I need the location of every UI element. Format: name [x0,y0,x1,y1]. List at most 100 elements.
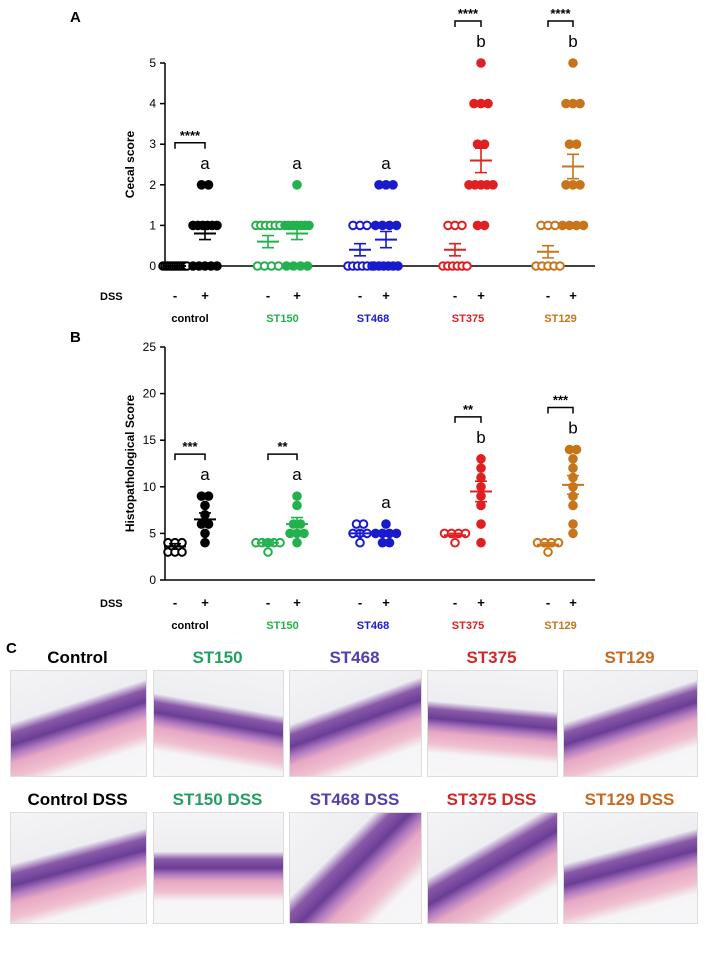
data-point [555,261,565,271]
panel-label: C [6,640,17,657]
panel-label: A [70,9,81,26]
dss-sign: + [382,595,390,610]
data-point [462,261,472,271]
sem-bar [449,532,461,538]
data-point [550,220,560,231]
group-name: ST129 [544,313,576,325]
data-point [381,519,391,529]
data-point [578,220,589,231]
data-point [543,547,553,557]
y-tick-label: 1 [149,218,156,232]
sem-bar [199,226,211,241]
data-point [479,220,490,231]
significance-label: ** [277,439,288,454]
group-letter: a [292,465,302,484]
sem-bar [380,529,392,537]
sem-bar [380,230,392,249]
significance-label: *** [182,439,198,454]
image-title: ST150 [192,648,243,667]
sem-bar [542,541,554,548]
dss-sign: - [173,288,177,303]
data-point [476,472,486,483]
significance-bracket [547,20,574,27]
group-name: ST150 [266,620,298,632]
data-point [483,98,493,109]
image-title: ST375 DSS [446,790,537,809]
histology-image [289,670,422,777]
data-point [575,180,585,190]
dss-sign: + [201,288,209,303]
significance-label: **** [458,6,479,21]
group-letter: a [292,154,302,173]
group-name: control [171,620,208,632]
group-letter: a [200,154,210,173]
group-name: control [171,313,208,325]
significance-label: **** [180,128,201,143]
dss-sign: - [173,595,177,610]
group-letter: b [476,428,485,447]
image-title: ST129 DSS [584,790,675,809]
group-name: ST150 [266,313,298,325]
dss-sign: + [382,288,390,303]
sem-bar [567,153,579,180]
data-point [476,537,486,548]
data-point [384,537,395,548]
significance-bracket [174,142,206,149]
group-name: ST468 [357,620,389,632]
y-tick-label: 3 [149,137,156,151]
data-point [177,537,187,548]
x-axis-label: DSS [100,598,123,610]
data-point [571,444,582,455]
y-tick-label: 0 [149,573,156,587]
significance-label: ** [463,402,474,417]
dss-sign: + [293,595,301,610]
image-title: ST150 DSS [172,790,263,809]
data-point [450,537,460,548]
group-letter: a [381,493,391,512]
data-point [476,500,486,511]
data-point [304,220,314,231]
data-point [292,500,302,511]
data-point [299,528,309,539]
group-letter: b [476,32,485,51]
data-point [568,500,578,511]
significance-bracket [174,453,206,461]
data-point [575,98,585,109]
y-axis-label: Histopathological Score [123,394,137,532]
histology-image [153,812,284,924]
data-point [568,454,578,464]
dss-sign: + [293,288,301,303]
data-point [358,519,369,529]
histology-image [563,812,698,924]
group-name: ST375 [452,313,484,325]
data-point [292,537,302,548]
y-axis-label: Cecal score [123,130,137,198]
data-point [476,454,486,464]
group-letter: a [200,465,210,484]
image-title: ST468 DSS [309,790,400,809]
dss-sign: + [569,288,577,303]
sem-bar [354,242,366,257]
y-tick-label: 15 [143,433,157,447]
sem-bar [262,540,274,546]
data-point [568,463,578,473]
sem-bar [475,147,487,174]
dss-sign: - [358,288,362,303]
significance-label: *** [553,393,569,408]
y-tick-label: 5 [149,56,156,70]
y-tick-label: 10 [143,480,157,494]
data-point [571,139,582,149]
x-axis-label: DSS [100,291,123,303]
significance-bracket [267,453,298,461]
y-tick-label: 5 [149,526,156,540]
data-point [273,261,284,271]
data-point [263,547,273,557]
significance-label: **** [550,6,571,21]
dss-sign: + [569,595,577,610]
image-title: ST129 [604,648,655,667]
image-title: Control [47,648,108,667]
image-title: Control DSS [27,790,128,809]
panel-label: B [70,329,81,346]
data-point [203,491,214,501]
